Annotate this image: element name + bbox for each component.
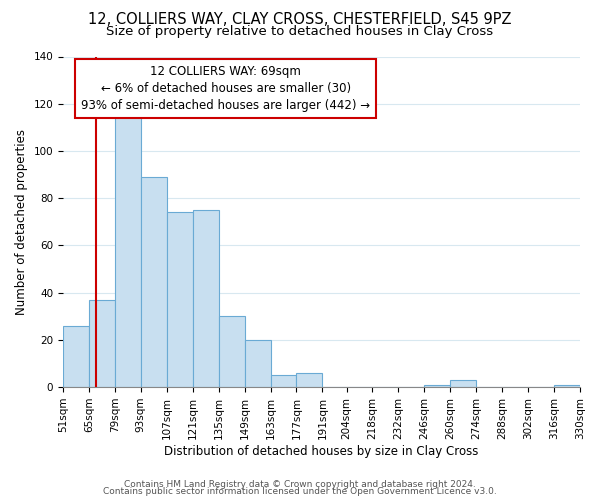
Bar (141, 177, 167, 387)
Bar (193, 210, 218, 387)
Text: Size of property relative to detached houses in Clay Cross: Size of property relative to detached ho… (106, 25, 494, 38)
Bar (89, 300, 115, 387)
Bar (424, 384, 450, 387)
Bar (554, 384, 580, 387)
Y-axis label: Number of detached properties: Number of detached properties (15, 129, 28, 315)
Text: Contains public sector information licensed under the Open Government Licence v3: Contains public sector information licen… (103, 487, 497, 496)
Bar (218, 316, 245, 387)
Bar (167, 212, 193, 387)
Bar (115, 108, 141, 387)
X-axis label: Distribution of detached houses by size in Clay Cross: Distribution of detached houses by size … (164, 444, 479, 458)
Bar (296, 373, 322, 387)
Text: 12, COLLIERS WAY, CLAY CROSS, CHESTERFIELD, S45 9PZ: 12, COLLIERS WAY, CLAY CROSS, CHESTERFIE… (88, 12, 512, 28)
Bar (450, 380, 476, 387)
Bar (245, 340, 271, 387)
Text: Contains HM Land Registry data © Crown copyright and database right 2024.: Contains HM Land Registry data © Crown c… (124, 480, 476, 489)
Text: 12 COLLIERS WAY: 69sqm
← 6% of detached houses are smaller (30)
93% of semi-deta: 12 COLLIERS WAY: 69sqm ← 6% of detached … (82, 65, 370, 112)
Bar (63, 326, 89, 387)
Bar (271, 376, 296, 387)
